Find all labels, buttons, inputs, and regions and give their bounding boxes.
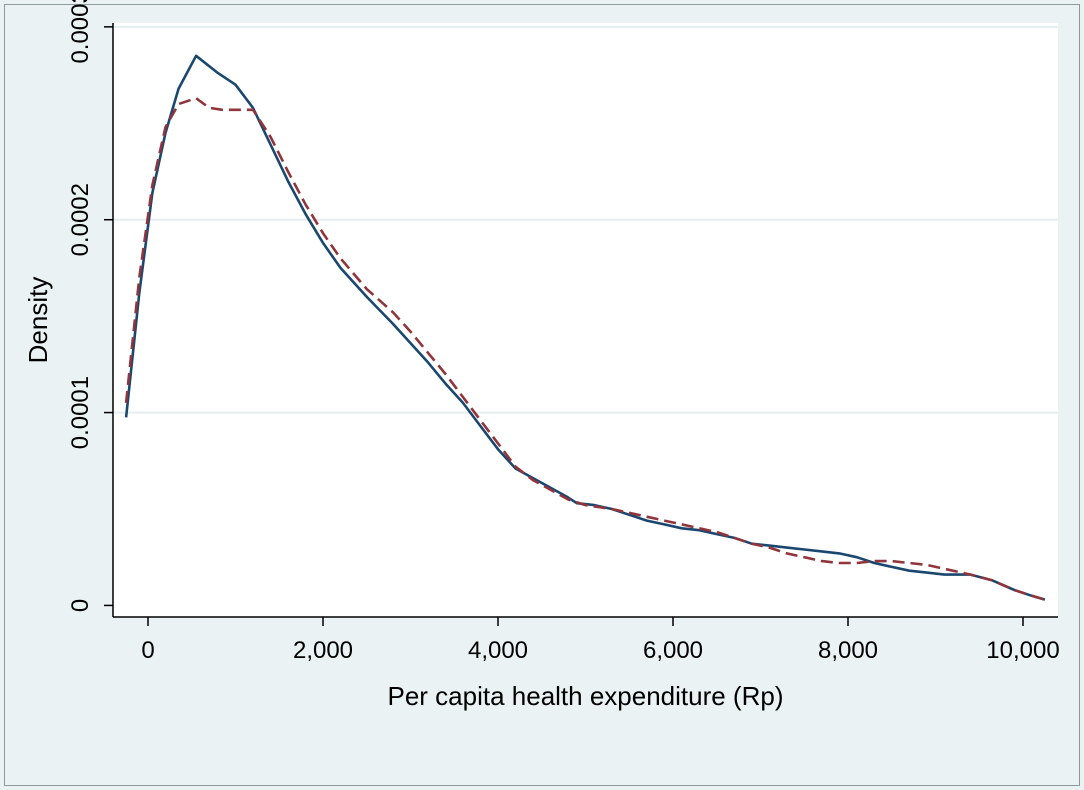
series-line-2	[124, 96, 1046, 601]
y-tick-label: 0.0002	[67, 183, 94, 256]
x-axis-title: Per capita health expenditure (Rp)	[387, 681, 783, 711]
x-tick-label: 8,000	[818, 637, 878, 664]
axes: 0 0.0001 0.0002 0.0003 0 2,000 4,000 6,000 8,000…	[67, 0, 1060, 664]
y-tick-label: 0.0001	[67, 376, 94, 449]
x-tick-label: 2,000	[293, 637, 353, 664]
plot-area	[113, 23, 1058, 617]
y-tick-label: 0.0003	[67, 0, 94, 64]
x-tick-label: 6,000	[643, 637, 703, 664]
x-tick-label: 0	[141, 637, 154, 664]
y-axis-title: Density	[23, 277, 53, 364]
series-lines	[124, 54, 1046, 601]
gridlines	[113, 25, 1058, 414]
x-tick-label: 10,000	[986, 637, 1059, 664]
x-tick-label: 4,000	[468, 637, 528, 664]
y-tick-label: 0	[67, 599, 94, 612]
